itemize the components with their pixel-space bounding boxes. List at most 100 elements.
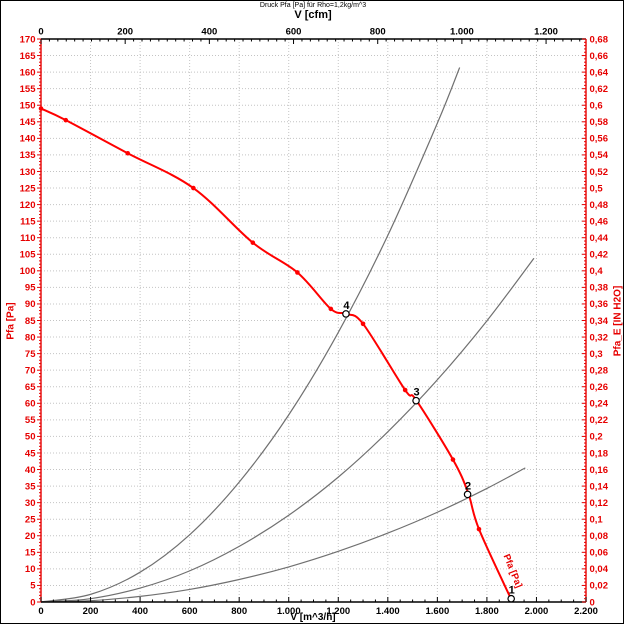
svg-text:0,64: 0,64 [590, 67, 609, 78]
svg-text:35: 35 [25, 481, 36, 492]
svg-text:1.200: 1.200 [326, 606, 350, 617]
fan-curve-line [40, 107, 513, 602]
svg-text:0,38: 0,38 [590, 283, 609, 294]
operating-points: 4 3 2 1 [342, 300, 515, 603]
svg-text:0,44: 0,44 [590, 233, 609, 244]
operating-point-4 [342, 310, 350, 318]
svg-text:0,24: 0,24 [590, 399, 609, 410]
fan-curve-marker [328, 306, 334, 312]
operating-point-label-2: 2 [465, 480, 471, 492]
fan-curve-marker [125, 150, 131, 156]
svg-text:0,42: 0,42 [590, 250, 609, 261]
system-curve-through-3 [40, 257, 535, 603]
svg-text:0,16: 0,16 [590, 465, 609, 476]
system-curve-through-4 [40, 67, 461, 603]
svg-text:200: 200 [117, 27, 133, 38]
svg-text:0,56: 0,56 [590, 134, 609, 145]
svg-text:0,12: 0,12 [590, 498, 609, 509]
svg-text:0,32: 0,32 [590, 332, 609, 343]
svg-text:0,1: 0,1 [590, 515, 604, 526]
fan-curve-marker [295, 270, 300, 275]
svg-text:600: 600 [286, 27, 302, 38]
svg-text:55: 55 [25, 415, 36, 426]
svg-text:5: 5 [30, 581, 36, 592]
svg-text:115: 115 [20, 216, 36, 227]
svg-text:60: 60 [25, 399, 36, 410]
svg-text:170: 170 [20, 34, 36, 45]
svg-text:0,36: 0,36 [590, 299, 609, 310]
fan-curve-marker [191, 185, 196, 191]
svg-text:75: 75 [25, 349, 36, 360]
svg-text:120: 120 [20, 200, 36, 211]
svg-text:0,54: 0,54 [590, 150, 609, 161]
svg-text:0,28: 0,28 [590, 365, 609, 376]
svg-text:200: 200 [83, 606, 99, 617]
svg-text:45: 45 [25, 448, 36, 459]
svg-text:30: 30 [25, 498, 36, 509]
svg-text:0,62: 0,62 [590, 84, 609, 95]
svg-text:80: 80 [25, 332, 36, 343]
svg-text:0,58: 0,58 [590, 117, 609, 128]
svg-text:50: 50 [25, 432, 36, 443]
svg-text:165: 165 [20, 51, 37, 62]
svg-text:0: 0 [590, 597, 595, 608]
svg-text:0,04: 0,04 [590, 564, 609, 575]
svg-text:1.000: 1.000 [450, 27, 474, 38]
svg-text:130: 130 [20, 167, 36, 178]
operating-point-label-3: 3 [413, 387, 419, 399]
axis-ticks [37, 38, 587, 603]
svg-text:0,48: 0,48 [590, 200, 609, 211]
right-axis-title: Pfa_E [IN H2O] [612, 285, 624, 357]
svg-text:85: 85 [25, 316, 36, 327]
svg-text:0,2: 0,2 [590, 432, 603, 443]
svg-text:0,5: 0,5 [590, 183, 604, 194]
svg-text:15: 15 [25, 548, 36, 559]
svg-text:0,52: 0,52 [590, 167, 609, 178]
left-axis-title: Pfa [Pa] [5, 302, 17, 340]
svg-text:135: 135 [20, 150, 37, 161]
svg-text:105: 105 [20, 250, 37, 261]
svg-text:1.200: 1.200 [534, 27, 558, 38]
svg-text:0,6: 0,6 [590, 101, 603, 112]
fan-curve-marker [38, 106, 44, 111]
svg-text:0,18: 0,18 [590, 448, 609, 459]
svg-text:65: 65 [25, 382, 36, 393]
svg-text:0,66: 0,66 [590, 51, 609, 62]
svg-text:1.600: 1.600 [425, 606, 449, 617]
svg-text:800: 800 [370, 27, 386, 38]
fan-curve-marker [476, 526, 482, 532]
svg-text:125: 125 [20, 183, 37, 194]
svg-text:140: 140 [20, 134, 36, 145]
operating-point-label-1: 1 [509, 585, 515, 597]
svg-text:400: 400 [201, 27, 217, 38]
svg-text:0,22: 0,22 [590, 415, 609, 426]
operating-point-3 [412, 396, 420, 405]
svg-text:0,46: 0,46 [590, 216, 609, 227]
svg-text:10: 10 [25, 564, 36, 575]
axis-tick-labels: 0 200 400 600 800 1.000 1.200 1.400 1.600 1.800 2.… [20, 27, 609, 618]
svg-text:0: 0 [30, 597, 35, 608]
svg-text:0,06: 0,06 [590, 548, 609, 559]
svg-text:1.800: 1.800 [475, 606, 499, 617]
fan-curve-marker [63, 117, 69, 123]
svg-text:90: 90 [25, 299, 36, 310]
fan-curve-marker [250, 240, 256, 245]
svg-text:0,26: 0,26 [590, 382, 609, 393]
svg-text:100: 100 [20, 266, 36, 277]
svg-text:1.000: 1.000 [277, 606, 301, 617]
svg-text:160: 160 [20, 67, 36, 78]
svg-text:600: 600 [182, 606, 198, 617]
fan-curve-marker [450, 457, 456, 462]
bottom-axis-title: V [m^3/h] [290, 612, 336, 623]
svg-text:2.000: 2.000 [525, 606, 549, 617]
svg-text:110: 110 [20, 233, 35, 244]
svg-text:2.200: 2.200 [574, 606, 598, 617]
svg-text:800: 800 [231, 606, 247, 617]
svg-text:0,4: 0,4 [590, 266, 604, 277]
svg-text:0,3: 0,3 [590, 349, 603, 360]
fan-curve-marker [360, 321, 366, 327]
svg-text:0: 0 [38, 606, 43, 617]
system-curves [40, 67, 535, 603]
